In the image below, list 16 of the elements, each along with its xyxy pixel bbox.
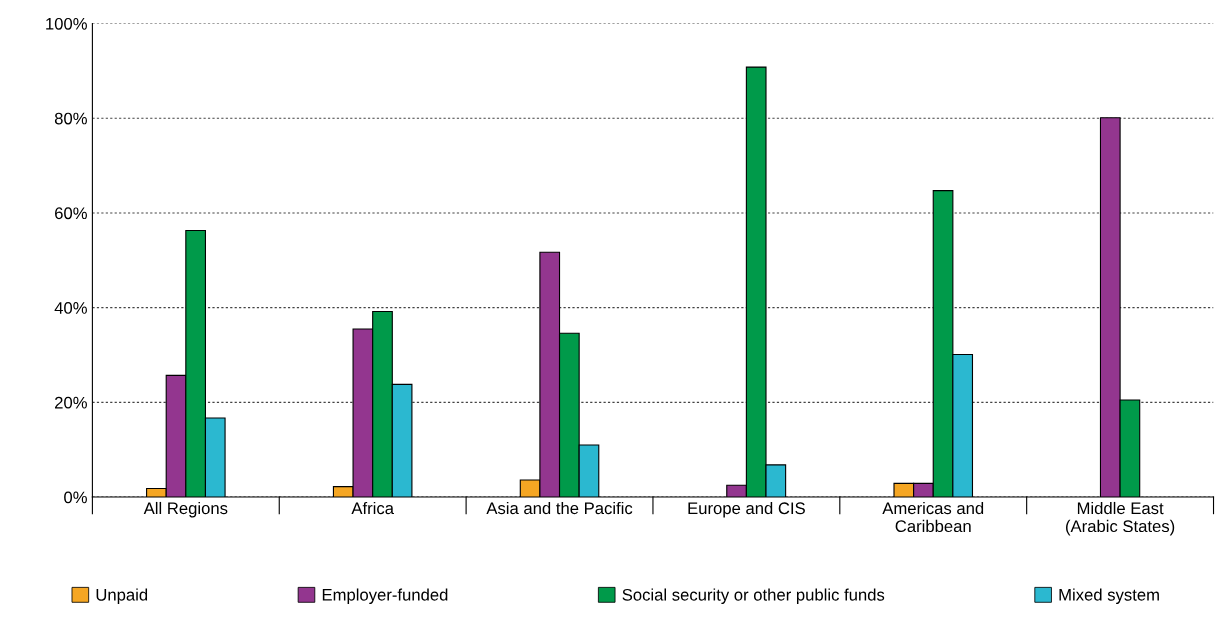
y-tick-label: 80%	[54, 112, 87, 125]
legend-label: Unpaid	[96, 588, 148, 604]
y-tick-label: 60%	[55, 207, 87, 220]
x-tick-label: Europe and CIS	[688, 501, 805, 518]
x-tick-label: Americas and Caribbean	[882, 501, 984, 533]
x-tick-label: Asia and the Pacific	[486, 501, 633, 515]
y-tick-label: 100%	[46, 17, 87, 30]
y-tick-label: 0%	[64, 491, 87, 504]
y-tick-label: 40%	[54, 302, 87, 314]
x-tick-label: All Regions	[143, 501, 228, 518]
legend-label: Employer-funded	[322, 588, 448, 604]
y-tick-label: 20%	[55, 396, 87, 409]
x-tick-label: Africa	[351, 501, 394, 515]
x-tick-label: Middle East (Arabic States)	[1066, 501, 1175, 536]
legend-label: Social security or other public funds	[622, 588, 885, 604]
legend-label: Mixed system	[1059, 588, 1159, 604]
